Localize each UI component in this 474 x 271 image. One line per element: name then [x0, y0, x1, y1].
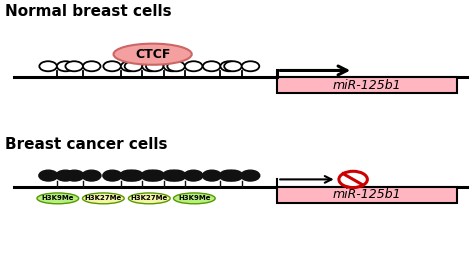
Circle shape	[103, 170, 122, 181]
Circle shape	[56, 170, 75, 181]
Circle shape	[242, 61, 259, 71]
Text: CTCF: CTCF	[135, 48, 170, 61]
Circle shape	[142, 61, 160, 71]
Circle shape	[203, 61, 220, 71]
Circle shape	[83, 61, 100, 71]
Text: H3K27Me: H3K27Me	[85, 195, 122, 201]
Text: H3K9Me: H3K9Me	[178, 195, 210, 201]
Text: miR-125b1: miR-125b1	[333, 188, 401, 201]
Ellipse shape	[82, 193, 124, 204]
Circle shape	[167, 170, 186, 181]
Circle shape	[65, 170, 84, 181]
Circle shape	[167, 61, 185, 71]
Circle shape	[339, 171, 367, 188]
FancyBboxPatch shape	[277, 187, 457, 203]
Ellipse shape	[128, 193, 170, 204]
Circle shape	[164, 61, 181, 71]
Circle shape	[219, 170, 238, 181]
Text: Breast cancer cells: Breast cancer cells	[5, 137, 167, 152]
Circle shape	[65, 61, 83, 71]
Circle shape	[241, 170, 260, 181]
Circle shape	[125, 61, 142, 71]
Circle shape	[185, 61, 202, 71]
Circle shape	[82, 170, 101, 181]
Ellipse shape	[37, 193, 79, 204]
Text: H3K9Me: H3K9Me	[42, 195, 74, 201]
Circle shape	[57, 61, 74, 71]
Circle shape	[39, 170, 58, 181]
Circle shape	[163, 170, 182, 181]
Circle shape	[103, 61, 121, 71]
Ellipse shape	[114, 44, 191, 65]
Circle shape	[120, 170, 139, 181]
FancyBboxPatch shape	[277, 77, 457, 93]
Text: Normal breast cells: Normal breast cells	[5, 4, 172, 19]
Text: miR-125b1: miR-125b1	[333, 79, 401, 92]
Circle shape	[141, 170, 160, 181]
Circle shape	[124, 170, 143, 181]
Circle shape	[146, 170, 164, 181]
Circle shape	[220, 61, 238, 71]
Text: H3K27Me: H3K27Me	[131, 195, 168, 201]
Circle shape	[224, 61, 242, 71]
Circle shape	[121, 61, 138, 71]
Circle shape	[39, 61, 57, 71]
Circle shape	[184, 170, 203, 181]
Circle shape	[224, 170, 243, 181]
Circle shape	[202, 170, 221, 181]
Ellipse shape	[173, 193, 215, 204]
Circle shape	[146, 61, 164, 71]
